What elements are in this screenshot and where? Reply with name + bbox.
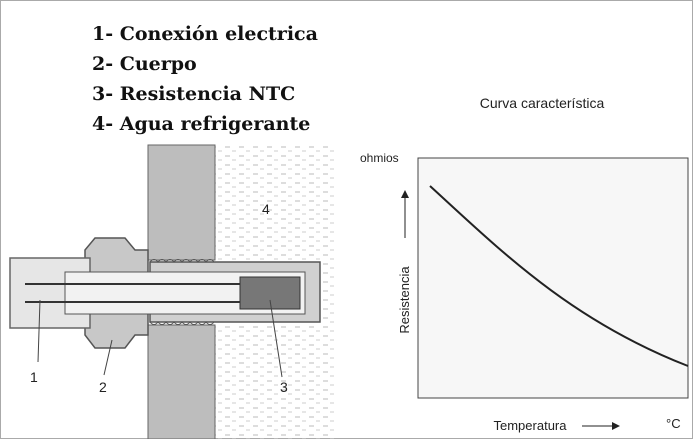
wall	[147, 144, 216, 261]
thread	[149, 321, 215, 325]
legend-item: 3- Resistencia NTC	[92, 83, 295, 105]
y-label: Resistencia	[397, 266, 412, 334]
x-label: Temperatura	[494, 418, 568, 433]
legend-item: 1- Conexión electrica	[92, 23, 318, 45]
leader	[103, 339, 113, 376]
plot-area	[417, 157, 689, 399]
callout: 1	[30, 369, 38, 385]
callout: 4	[262, 201, 270, 217]
ntc-element	[239, 276, 301, 310]
callout: 3	[280, 379, 288, 395]
wall	[147, 324, 216, 439]
leader	[269, 299, 283, 378]
x-unit: °C	[666, 416, 681, 431]
legend-item: 2- Cuerpo	[92, 53, 197, 75]
y-unit: ohmios	[360, 151, 399, 165]
curve	[429, 185, 689, 367]
thread	[149, 259, 215, 263]
graph-title: Curva característica	[480, 95, 605, 111]
legend-item: 4- Agua refrigerante	[92, 113, 310, 135]
callout: 2	[99, 379, 107, 395]
leader	[37, 299, 41, 363]
